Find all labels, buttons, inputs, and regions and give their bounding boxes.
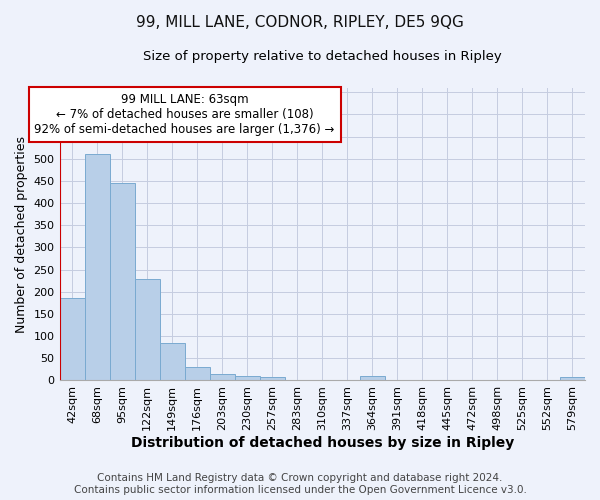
Bar [235,376,260,380]
Bar [185,367,209,380]
Bar [360,376,385,380]
Bar [59,298,85,380]
Bar [110,183,134,380]
Bar [160,343,185,380]
Bar [209,374,235,380]
Text: 99, MILL LANE, CODNOR, RIPLEY, DE5 9QG: 99, MILL LANE, CODNOR, RIPLEY, DE5 9QG [136,15,464,30]
Text: Contains HM Land Registry data © Crown copyright and database right 2024.
Contai: Contains HM Land Registry data © Crown c… [74,474,526,495]
Text: 99 MILL LANE: 63sqm
← 7% of detached houses are smaller (108)
92% of semi-detach: 99 MILL LANE: 63sqm ← 7% of detached hou… [34,93,335,136]
Bar [560,377,585,380]
Y-axis label: Number of detached properties: Number of detached properties [15,136,28,332]
Title: Size of property relative to detached houses in Ripley: Size of property relative to detached ho… [143,50,502,63]
Bar [260,377,285,380]
X-axis label: Distribution of detached houses by size in Ripley: Distribution of detached houses by size … [131,436,514,450]
Bar [85,154,110,380]
Bar [134,280,160,380]
